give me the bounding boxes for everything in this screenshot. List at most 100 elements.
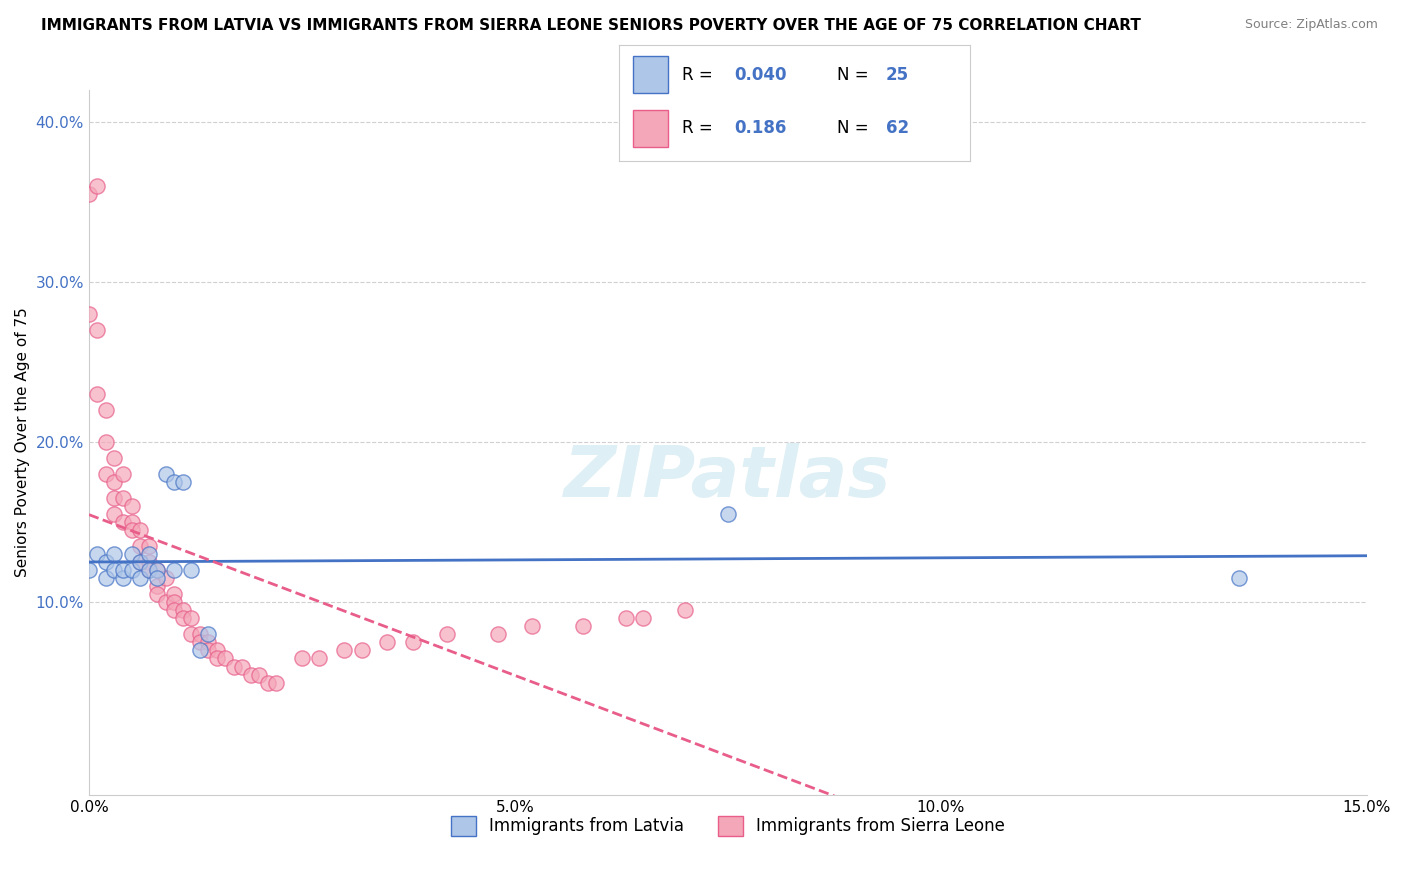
Point <box>111 571 134 585</box>
Point <box>138 563 160 577</box>
Point <box>111 467 134 482</box>
Point <box>205 651 228 665</box>
FancyBboxPatch shape <box>633 56 668 94</box>
Point <box>77 307 100 321</box>
Point <box>188 643 211 657</box>
Point <box>231 659 253 673</box>
Point <box>129 555 152 569</box>
Point <box>103 475 125 490</box>
Point <box>111 516 134 530</box>
Point <box>205 643 228 657</box>
Point <box>172 475 194 490</box>
Point <box>163 587 186 601</box>
Text: N =: N = <box>837 120 868 137</box>
Point <box>717 508 740 522</box>
Point <box>94 403 117 417</box>
Point <box>631 611 654 625</box>
Point <box>121 500 143 514</box>
Text: R =: R = <box>682 120 713 137</box>
Text: Source: ZipAtlas.com: Source: ZipAtlas.com <box>1244 18 1378 31</box>
Point <box>308 651 330 665</box>
Point <box>146 579 169 593</box>
Point <box>111 491 134 506</box>
Point <box>172 603 194 617</box>
Point <box>121 523 143 537</box>
Point <box>172 611 194 625</box>
Point <box>138 555 160 569</box>
Point <box>155 467 177 482</box>
Point <box>111 563 134 577</box>
Point <box>129 571 152 585</box>
Point <box>180 611 202 625</box>
Point <box>333 643 356 657</box>
Text: IMMIGRANTS FROM LATVIA VS IMMIGRANTS FROM SIERRA LEONE SENIORS POVERTY OVER THE : IMMIGRANTS FROM LATVIA VS IMMIGRANTS FRO… <box>41 18 1140 33</box>
Point <box>163 475 186 490</box>
Point <box>77 186 100 201</box>
Point <box>197 643 219 657</box>
Point <box>222 659 245 673</box>
Point <box>214 651 236 665</box>
Point <box>94 555 117 569</box>
Text: 0.186: 0.186 <box>734 120 787 137</box>
Point <box>188 627 211 641</box>
Point <box>121 563 143 577</box>
Point <box>291 651 314 665</box>
Text: 62: 62 <box>886 120 908 137</box>
Point <box>103 491 125 506</box>
Point <box>180 563 202 577</box>
FancyBboxPatch shape <box>633 110 668 146</box>
Point <box>1227 571 1250 585</box>
Point <box>86 547 108 561</box>
Point <box>188 635 211 649</box>
Point <box>94 435 117 450</box>
Point <box>138 547 160 561</box>
Point <box>138 563 160 577</box>
Text: N =: N = <box>837 66 868 84</box>
Point <box>350 643 373 657</box>
Point <box>614 611 637 625</box>
Point <box>266 675 288 690</box>
Point <box>180 627 202 641</box>
Point <box>103 451 125 466</box>
Point <box>163 563 186 577</box>
Point <box>197 635 219 649</box>
Point <box>146 571 169 585</box>
Point <box>520 619 543 633</box>
Point <box>163 603 186 617</box>
Point <box>121 547 143 561</box>
Point <box>247 667 270 681</box>
Legend: Immigrants from Latvia, Immigrants from Sierra Leone: Immigrants from Latvia, Immigrants from … <box>444 809 1011 843</box>
Text: 0.040: 0.040 <box>734 66 787 84</box>
Point <box>155 571 177 585</box>
Point <box>146 563 169 577</box>
Y-axis label: Seniors Poverty Over the Age of 75: Seniors Poverty Over the Age of 75 <box>15 307 30 577</box>
Point <box>486 627 509 641</box>
Point <box>146 587 169 601</box>
Point <box>86 387 108 401</box>
Point <box>155 595 177 609</box>
Point <box>86 323 108 337</box>
Point <box>86 178 108 193</box>
Point <box>77 563 100 577</box>
Text: ZIPatlas: ZIPatlas <box>564 443 891 512</box>
Point <box>129 555 152 569</box>
Point <box>401 635 423 649</box>
Point <box>103 547 125 561</box>
Point <box>121 516 143 530</box>
Point <box>129 539 152 553</box>
Point <box>163 595 186 609</box>
Point <box>256 675 278 690</box>
Point <box>94 571 117 585</box>
Point <box>103 508 125 522</box>
Point <box>375 635 398 649</box>
Point <box>197 627 219 641</box>
Point <box>138 539 160 553</box>
Point <box>436 627 458 641</box>
Point <box>572 619 595 633</box>
Point <box>146 563 169 577</box>
Point <box>239 667 262 681</box>
Point <box>673 603 696 617</box>
Point <box>94 467 117 482</box>
Point <box>103 563 125 577</box>
Text: R =: R = <box>682 66 713 84</box>
